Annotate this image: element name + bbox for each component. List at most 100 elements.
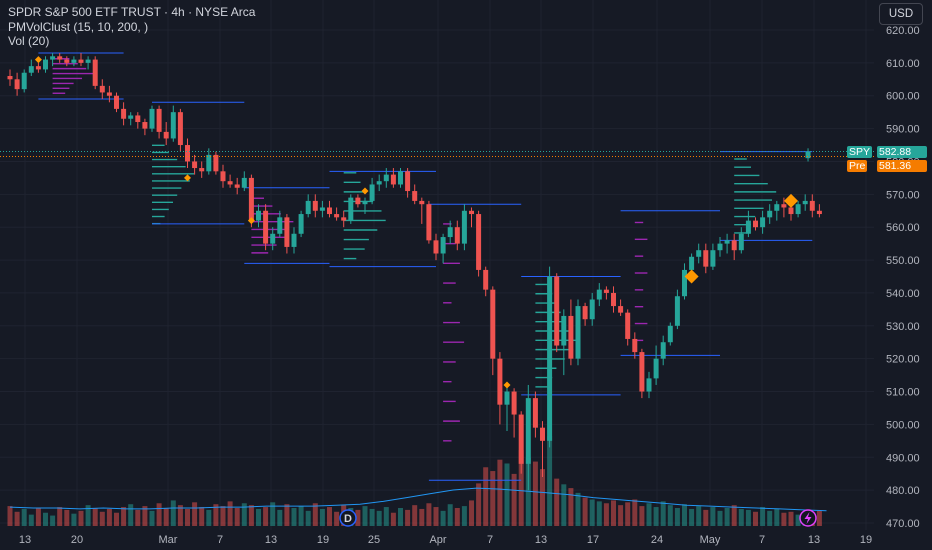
candle-body[interactable] <box>412 191 418 201</box>
candle[interactable] <box>547 266 553 448</box>
candle-body[interactable] <box>405 171 411 192</box>
candle-body[interactable] <box>220 171 226 182</box>
candle-body[interactable] <box>788 207 794 215</box>
candle[interactable] <box>717 237 723 257</box>
candle[interactable] <box>760 210 766 234</box>
candle-body[interactable] <box>206 154 212 172</box>
candle[interactable] <box>476 210 482 277</box>
candle-body[interactable] <box>497 358 503 405</box>
candle-body[interactable] <box>92 59 98 86</box>
candle-body[interactable] <box>21 72 27 90</box>
candle-body[interactable] <box>106 92 112 96</box>
candle-body[interactable] <box>703 250 709 267</box>
candle[interactable] <box>135 112 141 129</box>
candle[interactable] <box>78 53 84 67</box>
candle[interactable] <box>319 200 325 218</box>
candle-body[interactable] <box>348 197 354 221</box>
candle[interactable] <box>71 56 77 67</box>
candle[interactable] <box>398 168 403 188</box>
candle-body[interactable] <box>270 233 276 244</box>
candle[interactable] <box>263 204 269 251</box>
candle[interactable] <box>355 194 361 208</box>
time-axis[interactable]: 13 20 Mar 7 13 19 25 Apr 7 13 17 24 May 7 13 19 <box>19 534 872 546</box>
candle[interactable] <box>504 384 510 431</box>
candle-body[interactable] <box>547 276 553 441</box>
candle-body[interactable] <box>518 414 524 464</box>
candle[interactable] <box>469 207 474 228</box>
candle-body[interactable] <box>64 59 70 63</box>
candle-body[interactable] <box>805 151 811 159</box>
currency-button[interactable]: USD <box>879 3 923 25</box>
candle[interactable] <box>220 164 226 188</box>
candle-body[interactable] <box>78 59 84 63</box>
candle-body[interactable] <box>291 233 297 247</box>
candle[interactable] <box>554 273 560 353</box>
candle-body[interactable] <box>632 338 638 353</box>
candle-body[interactable] <box>760 217 766 228</box>
candle-body[interactable] <box>653 358 659 379</box>
candle[interactable] <box>561 309 567 376</box>
candle[interactable] <box>639 348 645 399</box>
candle-body[interactable] <box>57 56 63 60</box>
candle[interactable] <box>106 85 112 103</box>
candle-body[interactable] <box>816 210 822 215</box>
candle-body[interactable] <box>731 240 737 251</box>
candle-body[interactable] <box>319 207 325 211</box>
candle[interactable] <box>745 210 751 238</box>
candle[interactable] <box>518 411 524 474</box>
candle-body[interactable] <box>419 200 425 205</box>
candle-body[interactable] <box>156 108 162 132</box>
candle[interactable] <box>412 184 418 205</box>
candle-body[interactable] <box>667 325 673 343</box>
candle-body[interactable] <box>774 204 780 211</box>
candle[interactable] <box>653 345 659 385</box>
candle[interactable] <box>57 53 63 63</box>
candle-body[interactable] <box>504 391 510 405</box>
candle[interactable] <box>805 148 811 162</box>
candle[interactable] <box>589 292 595 326</box>
candle-body[interactable] <box>263 210 269 244</box>
candle-body[interactable] <box>383 174 389 182</box>
candle-body[interactable] <box>447 227 453 238</box>
candle-body[interactable] <box>341 217 347 221</box>
candle-body[interactable] <box>738 233 744 251</box>
candle[interactable] <box>625 309 631 346</box>
candle-body[interactable] <box>611 292 616 307</box>
candle[interactable] <box>376 174 382 192</box>
candle-body[interactable] <box>426 204 432 241</box>
candle[interactable] <box>142 118 148 136</box>
candle[interactable] <box>660 335 666 366</box>
candle-body[interactable] <box>554 276 560 346</box>
candle-body[interactable] <box>596 289 602 300</box>
volume-indicator-title[interactable]: Vol (20) <box>8 34 50 48</box>
candle-body[interactable] <box>390 174 396 185</box>
candle[interactable] <box>426 200 432 244</box>
candle-body[interactable] <box>362 200 368 205</box>
candle[interactable] <box>390 168 396 188</box>
candle[interactable] <box>682 263 687 300</box>
candle-body[interactable] <box>7 76 13 80</box>
candle-body[interactable] <box>469 210 474 215</box>
candle-body[interactable] <box>199 168 205 172</box>
candle[interactable] <box>35 62 41 73</box>
candle-body[interactable] <box>305 200 311 215</box>
candle[interactable] <box>646 371 652 399</box>
candle-body[interactable] <box>234 184 240 188</box>
candle[interactable] <box>611 286 616 313</box>
candle[interactable] <box>632 332 638 359</box>
candle[interactable] <box>206 148 212 175</box>
candle[interactable] <box>774 200 780 221</box>
candle[interactable] <box>213 151 219 175</box>
candle[interactable] <box>362 197 368 215</box>
candle-body[interactable] <box>618 306 624 313</box>
candle[interactable] <box>7 69 13 86</box>
candle-body[interactable] <box>43 59 48 70</box>
candle[interactable] <box>284 214 290 254</box>
candle[interactable] <box>199 161 205 178</box>
candle-body[interactable] <box>284 217 290 247</box>
candle[interactable] <box>575 299 581 366</box>
candle[interactable] <box>64 56 70 67</box>
candle-body[interactable] <box>248 177 254 221</box>
candle[interactable] <box>85 56 91 70</box>
